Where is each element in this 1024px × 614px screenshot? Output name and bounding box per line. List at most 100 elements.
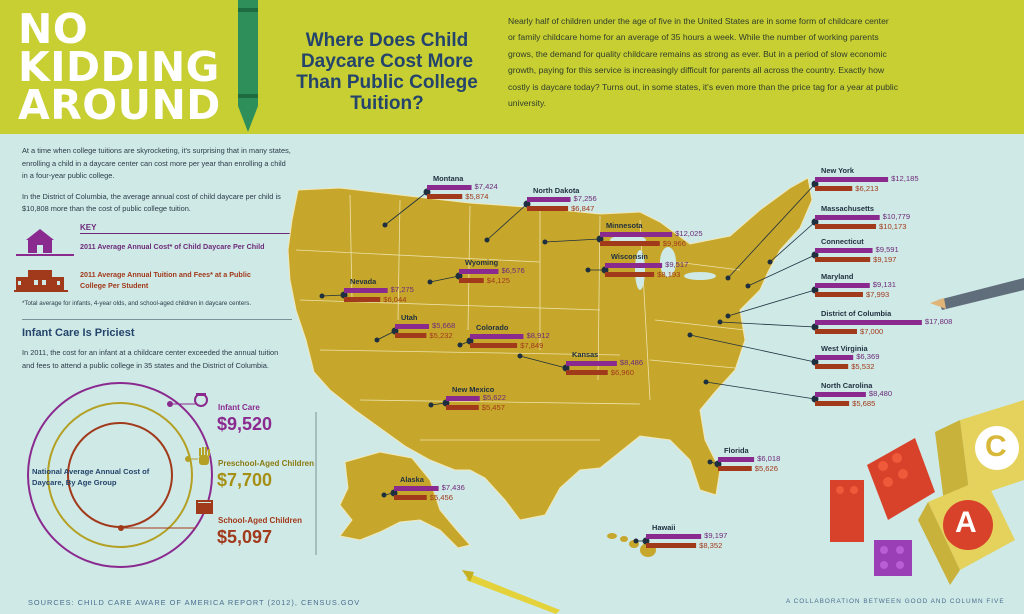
district-of-columbia-tuition-bar	[815, 329, 857, 334]
kansas-daycare-bar	[566, 361, 617, 366]
massachusetts-tuition-value: $10,173	[879, 222, 907, 231]
nevada-daycare-bar	[344, 288, 388, 293]
montana-bar-hub	[423, 188, 431, 196]
massachusetts-map-dot	[767, 259, 773, 265]
wyoming-connector	[429, 275, 460, 283]
wyoming-name: Wyoming	[465, 258, 499, 267]
nevada-map-dot	[319, 293, 325, 299]
north-carolina-map-dot	[703, 379, 709, 385]
pacifier-icon	[194, 393, 208, 407]
hawaii-tuition-bar	[646, 543, 697, 548]
hawaii-map-dot	[633, 538, 639, 544]
maryland-bar-hub	[811, 286, 819, 294]
montana-daycare-value: $7,424	[474, 182, 498, 191]
utah-daycare-value: $5,668	[432, 321, 456, 330]
north-dakota-bar-hub	[523, 200, 531, 208]
school-age-label: School-Aged Children	[218, 516, 302, 525]
north-dakota-tuition-value: $6,847	[571, 204, 595, 213]
new-mexico-daycare-value: $5,622	[482, 393, 506, 402]
title-line-2: KIDDING	[18, 43, 220, 91]
connecticut-name: Connecticut	[821, 237, 864, 246]
new-york-daycare-bar	[815, 177, 889, 182]
house-icon	[16, 229, 74, 256]
nevada-tuition-bar	[344, 297, 381, 302]
main-title: NO KIDDING AROUND	[18, 9, 238, 129]
alaska-map-dot	[381, 492, 387, 498]
west-virginia-daycare-value: $6,369	[856, 352, 880, 361]
new-york-daycare-value: $12,185	[891, 174, 919, 183]
district-of-columbia-name: District of Columbia	[821, 309, 892, 318]
left-paragraph-1: At a time when college tuitions are skyr…	[22, 146, 291, 181]
north-carolina-tuition-value: $5,685	[852, 399, 876, 408]
wisconsin-name: Wisconsin	[611, 252, 648, 261]
minnesota-daycare-bar	[600, 232, 673, 237]
title-line-3: AROUND	[18, 81, 221, 129]
montana-map-dot	[382, 222, 388, 228]
national-average-label: National Average Annual Cost of Daycare,…	[32, 467, 150, 487]
contiguous-us-shape	[287, 177, 813, 521]
infant-care-label: Infant Care	[218, 403, 260, 412]
connecticut-connector	[747, 254, 816, 287]
minnesota-connector	[544, 238, 601, 243]
montana-daycare-bar	[427, 185, 472, 190]
wyoming-tuition-bar	[459, 278, 484, 283]
purple-lego-icon	[874, 540, 912, 576]
massachusetts-bar-hub	[811, 218, 819, 226]
wyoming-bar-hub	[455, 272, 463, 280]
school-age-value: $5,097	[217, 527, 273, 547]
connecticut-map-dot	[745, 283, 751, 289]
red-lego-icon	[867, 438, 935, 520]
block-c-letter: C	[985, 430, 1007, 463]
new-mexico-daycare-bar	[446, 396, 480, 401]
alaska-tuition-value: $5,456	[429, 493, 453, 502]
key-daycare-label: 2011 Average Annual Cost* of Child Dayca…	[80, 242, 265, 251]
colorado-tuition-bar	[470, 343, 518, 348]
preschool-value: $7,700	[217, 470, 273, 490]
new-mexico-name: New Mexico	[452, 385, 495, 394]
connecticut-daycare-bar	[815, 248, 873, 253]
wisconsin-daycare-value: $9,517	[665, 260, 689, 269]
florida-daycare-bar	[718, 457, 755, 462]
key-tuition-label: 2011 Average Annual Tuition and Fees* at…	[80, 270, 251, 290]
west-virginia-bar-hub	[811, 358, 819, 366]
colorado-connector	[459, 340, 471, 346]
wisconsin-daycare-bar	[605, 263, 663, 268]
massachusetts-daycare-bar	[815, 215, 880, 220]
alaska-daycare-value: $7,436	[441, 483, 465, 492]
district-of-columbia-map-dot	[717, 319, 723, 325]
new-mexico-tuition-value: $5,457	[481, 403, 505, 412]
north-carolina-daycare-value: $8,480	[868, 389, 893, 398]
district-of-columbia-daycare-value: $17,808	[924, 317, 953, 326]
utah-name: Utah	[401, 313, 418, 322]
utah-bar-hub	[391, 327, 399, 335]
key-divider	[80, 233, 290, 234]
florida-name: Florida	[724, 446, 749, 455]
north-dakota-name: North Dakota	[533, 186, 580, 195]
connecticut-tuition-value: $9,197	[873, 255, 897, 264]
new-york-bar-hub	[811, 180, 819, 188]
pencil-icon	[930, 278, 1024, 310]
north-carolina-connector	[705, 381, 816, 400]
maryland-name: Maryland	[821, 272, 854, 281]
new-mexico-tuition-bar	[446, 405, 479, 410]
maryland-tuition-value: $7,993	[865, 290, 890, 299]
credit-footer: A COLLABORATION BETWEEN GOOD AND COLUMN …	[786, 598, 1005, 605]
left-paragraph-2: In the District of Columbia, the average…	[22, 191, 281, 214]
massachusetts-tuition-bar	[815, 224, 877, 229]
utah-map-dot	[374, 337, 380, 343]
block-a-letter: A	[955, 506, 977, 539]
new-york-name: New York	[821, 166, 854, 175]
nevada-connector	[321, 294, 345, 297]
maryland-connector	[727, 289, 816, 317]
infant-section-title: Infant Care Is Priciest	[22, 327, 135, 339]
west-virginia-daycare-bar	[815, 355, 854, 360]
colorado-bar-hub	[466, 337, 474, 345]
minnesota-tuition-bar	[600, 241, 660, 246]
north-dakota-daycare-value: $7,256	[573, 194, 597, 203]
district-of-columbia-daycare-bar	[815, 320, 922, 325]
nevada-name: Nevada	[350, 277, 377, 286]
wyoming-tuition-value: $4,125	[486, 276, 510, 285]
new-york-map-dot	[725, 275, 731, 281]
alaska-connector	[383, 492, 395, 496]
